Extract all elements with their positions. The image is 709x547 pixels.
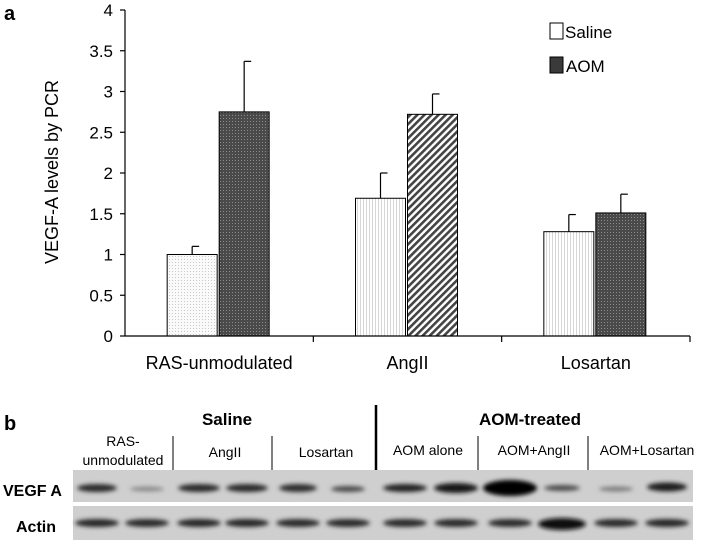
band — [130, 486, 164, 492]
lane-label-angii: AngII — [209, 444, 242, 460]
group-header-saline: Saline — [202, 410, 252, 429]
legend-item-saline: Saline — [549, 22, 612, 42]
lane-label-aom-alone: AOM alone — [393, 442, 463, 458]
panel-b-letter: b — [4, 413, 16, 435]
y-tick-label: 2.5 — [89, 123, 113, 142]
band — [594, 519, 638, 527]
group-header-aom-treated: AOM-treated — [479, 410, 581, 429]
band — [326, 519, 370, 527]
legend-item-aom: AOM — [549, 56, 605, 76]
band — [434, 483, 478, 493]
band — [279, 484, 317, 492]
y-tick-label: 0 — [104, 327, 113, 346]
legend-label-saline: Saline — [565, 23, 612, 42]
band — [125, 519, 169, 527]
row-label-actin: Actin — [16, 519, 56, 536]
y-tick-label: 1 — [104, 246, 113, 265]
blot-vegf-a — [73, 470, 693, 502]
band — [383, 519, 427, 527]
blot-actin — [73, 506, 693, 540]
legend-label-aom: AOM — [566, 57, 605, 76]
band — [645, 519, 689, 527]
lane-label-losartan: Losartan — [299, 444, 353, 460]
bar-aom-0 — [218, 111, 270, 337]
band — [225, 519, 269, 527]
lane-label-aom-losartan: AOM+Losartan — [600, 442, 695, 458]
band — [488, 519, 532, 527]
band — [538, 518, 586, 530]
legend: Saline AOM — [549, 22, 612, 76]
bar-saline-0 — [166, 254, 218, 337]
bar-aom-1 — [407, 113, 458, 337]
band — [434, 519, 478, 527]
bar-saline-2 — [543, 231, 595, 337]
y-tick-label: 2 — [104, 164, 113, 183]
band — [75, 519, 119, 527]
panel-a-letter: a — [4, 3, 16, 25]
lane-label-ras-unmodulated-line2: unmodulated — [83, 452, 164, 468]
legend-swatch-saline — [549, 22, 564, 40]
bars — [166, 60, 647, 337]
x-tick-label: RAS-unmodulated — [146, 353, 293, 373]
y-tick-label: 1.5 — [89, 205, 113, 224]
band — [331, 486, 365, 492]
band — [647, 482, 687, 492]
y-axis-ticks: 0 0.5 1 1.5 2 2.5 3 3.5 4 — [89, 1, 125, 346]
band — [599, 486, 633, 492]
y-tick-label: 4 — [104, 1, 113, 20]
band — [177, 519, 221, 527]
row-label-vegf-a: VEGF A — [3, 483, 62, 500]
band — [276, 519, 320, 527]
band — [178, 484, 220, 492]
x-tick-label: Losartan — [561, 353, 631, 373]
y-tick-label: 0.5 — [89, 286, 113, 305]
lane-label-ras-unmodulated-line1: RAS- — [106, 433, 140, 449]
y-axis-label: VEGF-A levels by PCR — [42, 80, 62, 264]
legend-swatch-aom — [549, 56, 564, 74]
bar-aom-2 — [595, 212, 647, 337]
y-tick-label: 3.5 — [89, 42, 113, 61]
lane-label-aom-angii: AOM+AngII — [498, 442, 571, 458]
panel-a: a VEGF-A levels by PCR 0 0.5 1 1.5 2 2.5 3 3.5 4… — [4, 1, 691, 373]
band — [77, 484, 117, 492]
blot-strip-vegf-a — [73, 470, 693, 502]
band — [483, 480, 537, 496]
band — [226, 484, 268, 492]
band — [544, 485, 580, 491]
bar-saline-1 — [355, 197, 406, 337]
y-tick-label: 3 — [104, 83, 113, 102]
x-tick-label: AngII — [386, 353, 428, 373]
x-axis-labels: RAS-unmodulated AngII Losartan — [146, 336, 691, 373]
band — [383, 484, 427, 492]
panel-b: b Saline AOM-treated RAS- unmodulated An… — [3, 405, 694, 540]
